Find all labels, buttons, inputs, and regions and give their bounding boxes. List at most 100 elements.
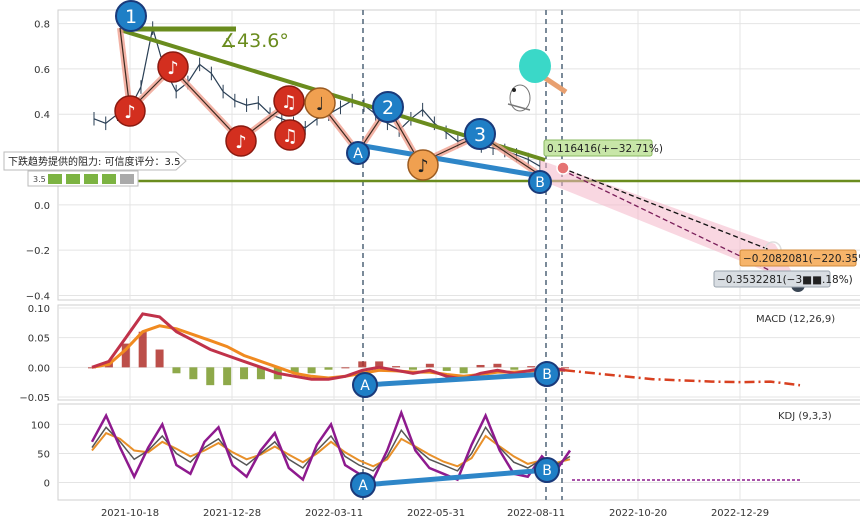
macd-label-b: B (534, 361, 560, 387)
macd-title: MACD (12,26,9) (756, 314, 835, 325)
rating-box: 3.5 (27, 170, 139, 187)
svg-text:0.116416(+−32.71%): 0.116416(+−32.71%) (547, 143, 663, 155)
macd-hist-bar (155, 349, 164, 368)
wave-label-2: 2 (372, 91, 404, 123)
svg-text:A: A (358, 478, 368, 494)
y-tick-label: 0.4 (34, 110, 50, 121)
x-tick-label: 2022-08-11 (507, 508, 565, 519)
x-tick-label: 2022-03-11 (305, 508, 363, 519)
macd-hist-bar (223, 367, 232, 386)
svg-text:A: A (353, 146, 363, 162)
macd-hist-bar (459, 367, 468, 374)
macd-hist-bar (408, 367, 417, 370)
mascot-image (507, 49, 568, 112)
macd-hist-bar (442, 367, 451, 371)
note-marker-7: ♪ (407, 149, 439, 181)
ab-line-price (357, 142, 541, 179)
y-tick-label: 100 (31, 420, 50, 431)
projection-label-1: 0.116416(+−32.71%) (543, 139, 663, 157)
kdj-label-b: B (534, 457, 560, 483)
macd-hist-bar (307, 367, 316, 374)
wave-label-3: 3 (464, 118, 496, 150)
macd-hist-bar (121, 343, 130, 368)
y-tick-label: 0.8 (34, 20, 50, 31)
macd-hist-bar (476, 364, 485, 368)
projection-label-2: −0.2082081(−220.35%) (739, 249, 860, 267)
wave-label-b-price: B (528, 170, 552, 194)
kdj-j-line (90, 409, 572, 482)
macd-hist-bar (358, 361, 367, 368)
svg-text:♪: ♪ (417, 156, 429, 177)
note-marker-4: ♫ (273, 85, 305, 117)
macd-hist-bar (493, 363, 502, 368)
y-tick-label: −0.4 (26, 291, 50, 302)
projection-label-3: −0.3532281(−3■■.18%) (713, 270, 853, 288)
note-marker-6: ♩ (304, 87, 336, 119)
x-tick-label: 2021-12-28 (203, 508, 261, 519)
x-tick-label: 2021-10-18 (101, 508, 159, 519)
x-date-ticks: 2021-10-18 2021-12-28 2022-03-11 2022-05-31… (101, 508, 769, 519)
macd-hist-bar (425, 363, 434, 368)
kdj-title: KDJ (9,3,3) (778, 411, 832, 422)
svg-text:1: 1 (125, 6, 137, 28)
macd-hist-bar (290, 367, 299, 374)
kdj-d-line (91, 431, 571, 468)
note-marker-2: ♪ (157, 51, 189, 83)
macd-hist-bar (324, 367, 333, 370)
svg-text:♫: ♫ (281, 92, 297, 113)
projection-line-1 (561, 167, 776, 253)
macd-hist-bar (240, 367, 249, 380)
macd-panel-frame (57, 304, 860, 401)
y-tick-label: −0.2 (26, 246, 50, 257)
svg-text:♪: ♪ (167, 58, 179, 79)
kdj-y-ticks: 100 50 0 (31, 420, 50, 489)
svg-text:2: 2 (382, 97, 394, 119)
svg-text:♪: ♪ (124, 102, 136, 123)
note-marker-5: ♫ (274, 119, 306, 151)
svg-text:♫: ♫ (282, 126, 298, 147)
x-tick-label: 2022-12-29 (711, 508, 769, 519)
macd-hist-bar (189, 367, 198, 380)
macd-hist-bar (256, 367, 265, 380)
macd-hist-bar (561, 367, 569, 369)
svg-text:♪: ♪ (235, 132, 247, 153)
macd-hist-bar (510, 367, 519, 370)
macd-hist-bar (375, 361, 384, 368)
macd-hist-bar (392, 366, 401, 368)
y-tick-label: 0.0 (34, 201, 50, 212)
svg-text:B: B (542, 463, 552, 479)
macd-y-ticks: 0.10 0.05 0.00 −0.05 (19, 304, 50, 404)
macd-hist-bar (172, 367, 181, 374)
wave-label-a-price: A (346, 141, 370, 165)
trend-angle-label: ∡43.6° (220, 30, 289, 52)
svg-text:下跌趋势提供的阻力: 可信度评分：3.5: 下跌趋势提供的阻力: 可信度评分：3.5 (8, 155, 180, 168)
y-tick-label: 0.6 (34, 65, 50, 76)
y-tick-label: 0.05 (28, 334, 50, 345)
wave-label-1: 1 (115, 0, 147, 32)
svg-text:−0.2082081(−220.35%): −0.2082081(−220.35%) (743, 253, 860, 265)
x-tick-label: 2022-10-20 (609, 508, 667, 519)
note-marker-3: ♪ (225, 125, 257, 157)
macd-hist-bar (88, 367, 96, 369)
grid-lines (58, 10, 860, 500)
svg-text:A: A (360, 378, 370, 394)
resistance-label-box: 下跌趋势提供的阻力: 可信度评分：3.5 (3, 151, 187, 171)
y-tick-label: 0.10 (28, 304, 50, 315)
svg-text:B: B (542, 367, 552, 383)
macd-label-a: A (352, 372, 378, 398)
y-tick-label: −0.05 (19, 393, 50, 404)
macd-hist-bar (527, 366, 536, 368)
svg-text:B: B (535, 175, 545, 191)
macd-hist-bar (138, 331, 147, 368)
svg-text:−0.3532281(−3■■.18%): −0.3532281(−3■■.18%) (717, 274, 853, 286)
note-marker-1: ♪ (114, 95, 146, 127)
svg-text:♩: ♩ (316, 94, 325, 115)
ab-line-macd (364, 371, 548, 388)
x-tick-label: 2022-05-31 (407, 508, 465, 519)
current-price-marker (556, 161, 570, 175)
kdj-label-a: A (350, 472, 376, 498)
macd-hist-bar (341, 367, 350, 369)
kdj-panel-frame (57, 403, 860, 501)
